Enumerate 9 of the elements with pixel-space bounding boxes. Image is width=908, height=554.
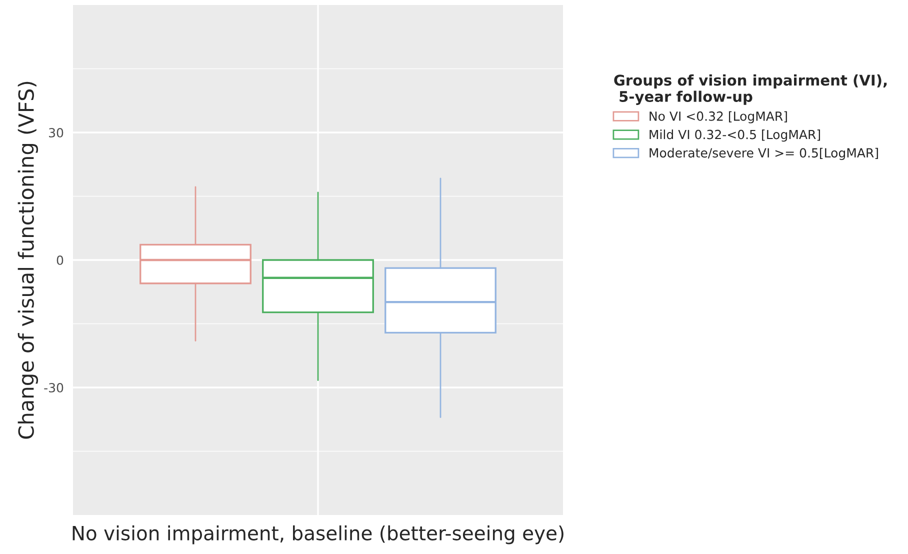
y-tick-label: 0 [56,255,64,265]
y-tick-label: -30 [44,382,64,392]
legend-label: Moderate/severe VI >= 0.5[LogMAR] [650,148,878,160]
y-tick-label: 30 [49,128,64,138]
x-axis-title: No vision impairment, baseline (better-seeing eye) [72,525,564,544]
legend-label: Mild VI 0.32-<0.5 [LogMAR] [650,130,820,142]
y-axis-title: Change of visual functioning (VFS) [18,82,38,439]
legend-title: Groups of vision impairment (VI), 5-year follow-up [614,74,887,105]
legend-label: No VI <0.32 [LogMAR] [650,111,787,124]
